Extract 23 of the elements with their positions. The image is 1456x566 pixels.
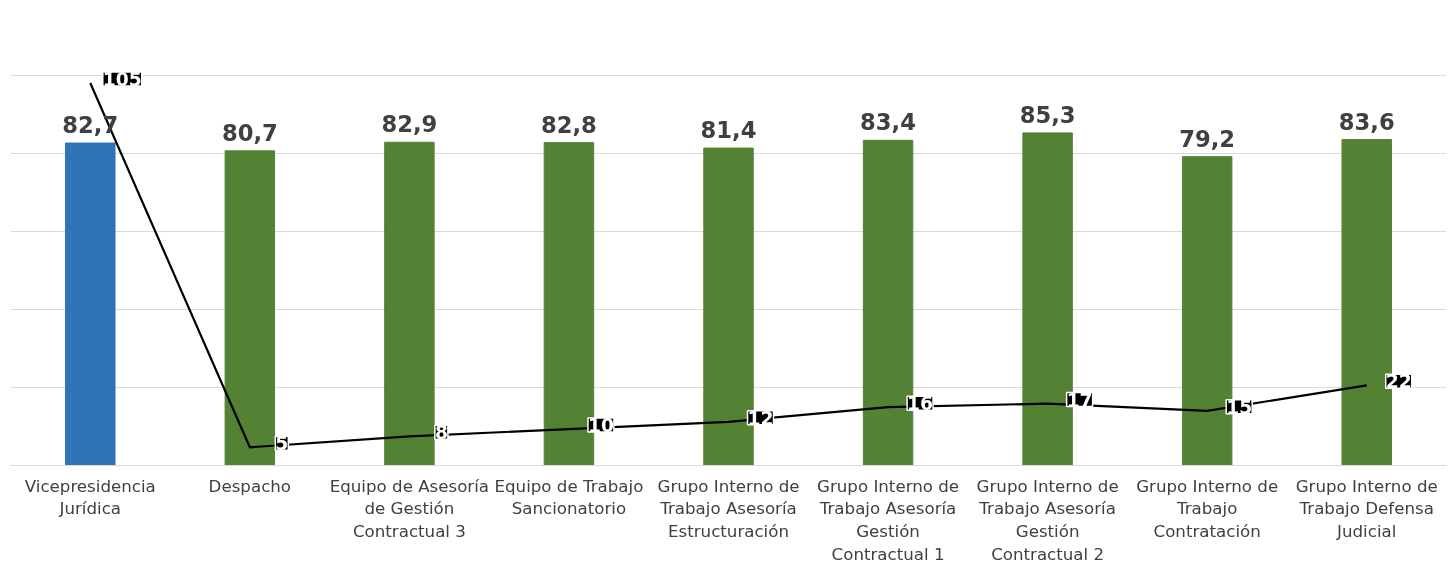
data-label: 81,4 — [700, 117, 757, 144]
data-label: 85,3 — [1019, 101, 1076, 128]
x-tick-label: Vicepresidencia Jurídica — [24, 476, 156, 519]
bar — [384, 141, 435, 466]
data-label: 83,6 — [1338, 108, 1395, 135]
x-tick-label: Grupo Interno de Trabajo Asesoría Estructuración — [657, 476, 800, 542]
bar — [65, 142, 116, 466]
x-tick-label: Grupo Interno de Trabajo Asesoría Gestión Contractual 2 — [976, 476, 1119, 564]
data-label: 8 — [434, 422, 448, 444]
data-label: 82,8 — [540, 111, 597, 138]
data-label: 79,2 — [1179, 125, 1236, 152]
data-label: 80,7 — [221, 119, 278, 146]
x-tick-label: Equipo de Asesoría de Gestión Contractual 3 — [329, 476, 490, 542]
x-tick-label: Equipo de Trabajo Sancionatorio — [494, 476, 644, 519]
x-tick-label: Grupo Interno de Trabajo Asesoría Gestión Contractual 1 — [817, 476, 960, 564]
data-label: 105 — [102, 69, 142, 90]
x-tick-label: Grupo Interno de Trabajo Contratación — [1136, 476, 1279, 542]
x-tick-label: Grupo Interno de Trabajo Defensa Judicial — [1295, 476, 1438, 542]
bar — [224, 150, 276, 466]
data-label: 83,4 — [860, 109, 917, 136]
x-tick-label: Despacho — [208, 476, 292, 496]
data-label: 82,9 — [381, 111, 438, 138]
data-label: 10 — [587, 415, 614, 437]
